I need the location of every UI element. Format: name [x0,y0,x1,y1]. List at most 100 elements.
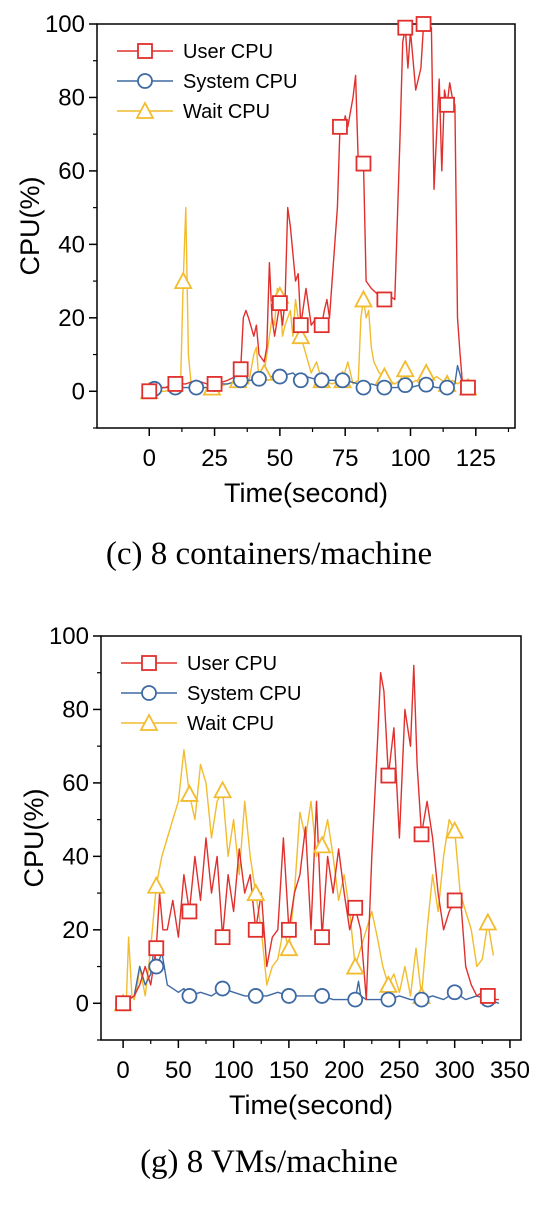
data-point-wait-cpu [395,359,415,378]
x-axis-label: Time(second) [229,1090,393,1120]
data-point-system-cpu [334,372,351,389]
data-point-system-cpu [314,988,330,1004]
data-point-user-cpu [439,96,455,113]
data-point-wait-cpu [353,289,373,308]
data-point-system-cpu [418,376,435,393]
plot-frame [100,635,522,1041]
data-point-user-cpu [415,16,432,32]
legend-marker [135,101,155,119]
data-point-system-cpu [439,379,455,396]
chart-panel-c: 0 20 40 60 80 100 0 25 50 75 100 125 Time(second) CPU… [0,0,538,600]
y-tick-label: 20 [62,917,89,944]
data-point-user-cpu [115,995,132,1012]
legend-label: System CPU [187,683,301,705]
data-point-user-cpu [355,155,372,172]
data-point-user-cpu [446,892,463,909]
x-tick-label: 100 [390,445,430,472]
data-point-wait-cpu [246,883,266,901]
data-point-user-cpu [347,899,364,916]
legend-label: System CPU [183,71,297,93]
x-tick-label: 75 [332,445,359,472]
legend-marker [141,655,157,671]
x-tick-label: 200 [324,1057,364,1084]
data-point-wait-cpu [279,938,299,957]
data-point-user-cpu [148,940,165,957]
y-tick-label: 60 [58,158,85,185]
y-tick-label: 40 [62,843,89,870]
x-tick-label: 300 [435,1057,475,1084]
legend-label: Wait CPU [187,713,274,735]
cpu-chart-c: 0 20 40 60 80 100 0 25 50 75 100 125 Time(second) CPU… [15,11,516,508]
data-point-system-cpu [181,988,198,1004]
data-point-user-cpu [397,19,414,36]
data-point-user-cpu [167,376,184,392]
y-tick-label: 20 [58,305,85,332]
chart-panel-g: 0 20 40 60 80 100 0 50 100 150 200 250 300 350 Time(se… [0,604,538,1208]
x-tick-label: 50 [165,1057,192,1084]
data-point-wait-cpu [478,912,498,931]
legend-marker [137,73,153,89]
x-tick-label: 250 [379,1057,419,1084]
legend-label: User CPU [183,41,273,63]
data-point-user-cpu [313,317,330,334]
data-point-user-cpu [413,826,430,843]
data-point-user-cpu [292,317,309,334]
data-point-system-cpu [271,368,288,385]
data-point-user-cpu [479,988,496,1004]
plot-frame [96,23,516,429]
y-tick-label: 40 [58,231,85,258]
y-tick-label: 100 [49,623,89,650]
legend-label: Wait CPU [183,101,270,123]
data-point-wait-cpu [312,835,332,854]
data-point-wait-cpu [445,820,465,839]
data-point-user-cpu [247,921,264,938]
x-tick-label: 0 [116,1057,129,1084]
y-tick-label: 0 [72,378,85,405]
data-point-system-cpu [413,991,430,1008]
y-tick-label: 60 [62,770,89,797]
data-point-system-cpu [292,372,309,389]
legend-marker [139,713,159,731]
data-point-user-cpu [271,295,288,312]
data-point-system-cpu [313,372,330,389]
series-line-system-cpu [122,947,500,1004]
data-point-user-cpu [141,383,158,400]
x-tick-label: 50 [267,445,294,472]
data-point-user-cpu [214,929,231,946]
y-tick-label: 80 [62,696,89,723]
y-tick-label: 0 [76,990,89,1017]
data-point-user-cpu [206,376,223,392]
data-point-system-cpu [251,370,267,387]
data-point-system-cpu [247,988,264,1004]
data-point-user-cpu [380,767,397,784]
chart-caption-g: (g) 8 VMs/machine [140,1144,398,1180]
x-axis-label: Time(second) [224,478,388,508]
data-point-wait-cpu [146,875,166,894]
cpu-chart-g: 0 20 40 60 80 100 0 50 100 150 200 250 300 350 Time(se… [19,623,530,1120]
x-tick-label: 100 [214,1057,254,1084]
data-point-system-cpu [376,379,393,396]
data-point-system-cpu [148,958,165,975]
data-point-user-cpu [181,903,198,920]
y-axis-label: CPU(%) [19,789,49,888]
data-point-user-cpu [460,379,476,396]
data-point-system-cpu [280,988,297,1004]
data-point-system-cpu [347,991,364,1008]
data-point-system-cpu [446,984,463,1001]
chart-caption-c: (c) 8 containers/machine [105,536,433,572]
y-tick-label: 100 [45,11,85,38]
data-point-user-cpu [280,921,297,938]
x-tick-label: 125 [456,445,496,472]
x-tick-label: 150 [269,1057,309,1084]
series-line-user-cpu [148,23,468,392]
data-point-user-cpu [376,291,393,308]
series-line-user-cpu [122,664,499,1004]
data-point-system-cpu [380,991,397,1008]
data-point-system-cpu [397,377,414,394]
data-point-user-cpu [332,118,348,135]
data-point-user-cpu [232,361,249,378]
series-line-wait-cpu [149,206,469,392]
x-tick-label: 350 [490,1057,530,1084]
data-point-system-cpu [214,980,231,997]
data-point-wait-cpu [291,326,311,345]
